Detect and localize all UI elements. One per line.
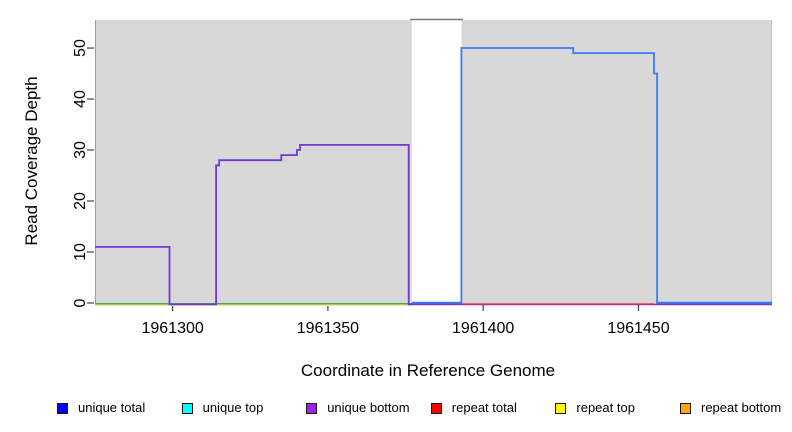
- plot-legend: unique total unique top unique bottom repea…: [0, 398, 792, 420]
- legend-item-unique-top: unique top: [181, 398, 264, 418]
- legend-swatch-repeat-top: [555, 402, 567, 414]
- y-tick-label: 50: [72, 39, 89, 57]
- x-tick-label: 1961300: [141, 320, 203, 337]
- legend-label: repeat top: [576, 400, 635, 415]
- series-line-unique-total: [411, 47, 772, 304]
- legend-item-repeat-total: repeat total: [430, 398, 517, 418]
- x-tick-label: 1961450: [607, 320, 669, 337]
- x-tick-label: 1961350: [297, 320, 359, 337]
- legend-label: unique top: [202, 400, 264, 415]
- legend-swatch-unique-total: [57, 402, 68, 414]
- offscale-gap: [411, 19, 462, 303]
- x-tick-label: 1961400: [452, 320, 514, 337]
- y-tick-label: 40: [72, 90, 89, 108]
- legend-swatch-repeat-bottom: [680, 402, 691, 414]
- legend-item-repeat-bottom: repeat bottom: [680, 398, 781, 418]
- y-tick-label: 0: [72, 298, 89, 307]
- y-axis-title: Read Coverage Depth: [22, 76, 41, 245]
- legend-label: unique bottom: [327, 400, 410, 415]
- legend-item-unique-bottom: unique bottom: [306, 398, 410, 418]
- y-tick-label: 30: [72, 141, 89, 159]
- series-line-unique-bottom: [95, 143, 772, 306]
- legend-label: unique total: [78, 400, 146, 415]
- legend-item-unique-total: unique total: [57, 398, 145, 418]
- y-tick-label: 10: [72, 243, 89, 261]
- legend-swatch-repeat-total: [430, 402, 442, 414]
- legend-label: repeat bottom: [701, 400, 782, 415]
- legend-label: repeat total: [451, 400, 517, 415]
- legend-item-repeat-top: repeat top: [555, 398, 635, 418]
- legend-swatch-unique-top: [181, 402, 193, 414]
- x-axis-title: Coordinate in Reference Genome: [301, 361, 555, 380]
- legend-swatch-unique-bottom: [306, 402, 318, 414]
- y-tick-label: 20: [72, 192, 89, 210]
